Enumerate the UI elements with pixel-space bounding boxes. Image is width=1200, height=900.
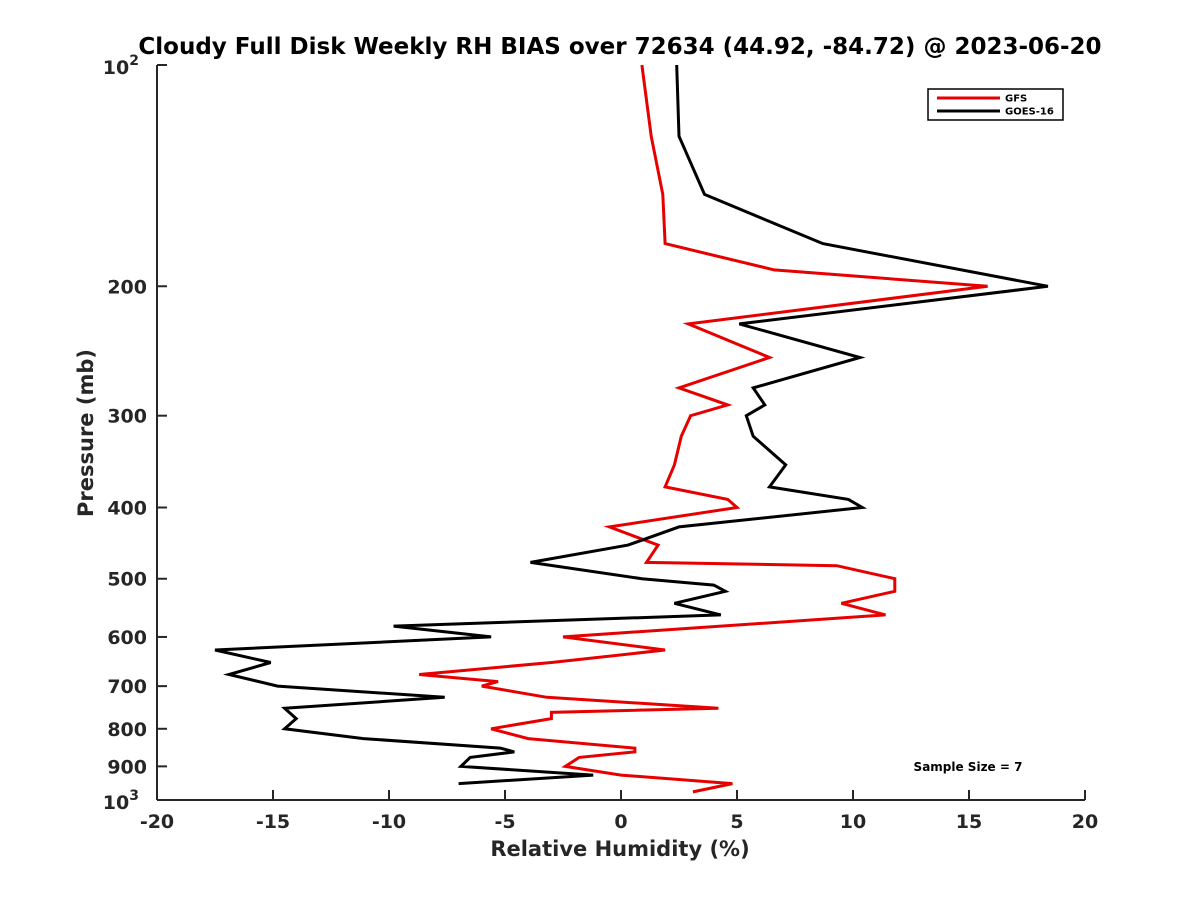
sample-size-annotation: Sample Size = 7 xyxy=(914,760,1023,774)
x-tick-label: 0 xyxy=(614,811,627,833)
x-tick-label: 5 xyxy=(730,811,743,833)
y-tick-label: 600 xyxy=(107,627,147,649)
chart-title: Cloudy Full Disk Weekly RH BIAS over 726… xyxy=(138,34,1101,60)
series-line-gfs xyxy=(419,64,988,794)
x-tick-label: 15 xyxy=(956,811,982,833)
axes: -20 -15 -10 -5 0 5 10 15 20 102 200 300 400 500 600 700… xyxy=(103,53,1098,833)
legend-label-gfs: GFS xyxy=(1005,94,1027,105)
y-tick-label: 200 xyxy=(107,276,147,298)
y-tick-label: 500 xyxy=(107,569,147,591)
x-tick-label: -15 xyxy=(256,811,290,833)
legend: GFS GOES-16 xyxy=(927,88,1064,121)
y-axis-label: Pressure (mb) xyxy=(74,349,98,517)
y-tick-label: 400 xyxy=(107,498,147,520)
x-tick-label: 20 xyxy=(1072,811,1098,833)
y-tick-label: 800 xyxy=(107,719,147,741)
plot-area xyxy=(214,64,1049,794)
x-tick-label: -5 xyxy=(494,811,515,833)
x-tick-label: -20 xyxy=(140,811,174,833)
x-axis-label: Relative Humidity (%) xyxy=(490,837,749,861)
legend-box xyxy=(927,88,1064,121)
y-tick-label: 103 xyxy=(103,788,139,814)
y-tick-label: 102 xyxy=(103,53,139,79)
y-tick-label: 700 xyxy=(107,676,147,698)
x-tick-label: 10 xyxy=(840,811,866,833)
legend-label-goes-16: GOES-16 xyxy=(1005,107,1054,118)
y-tick-label: 900 xyxy=(107,756,147,778)
x-tick-label: -10 xyxy=(372,811,406,833)
series-line-goes-16 xyxy=(214,64,1049,786)
y-tick-label: 300 xyxy=(107,406,147,428)
